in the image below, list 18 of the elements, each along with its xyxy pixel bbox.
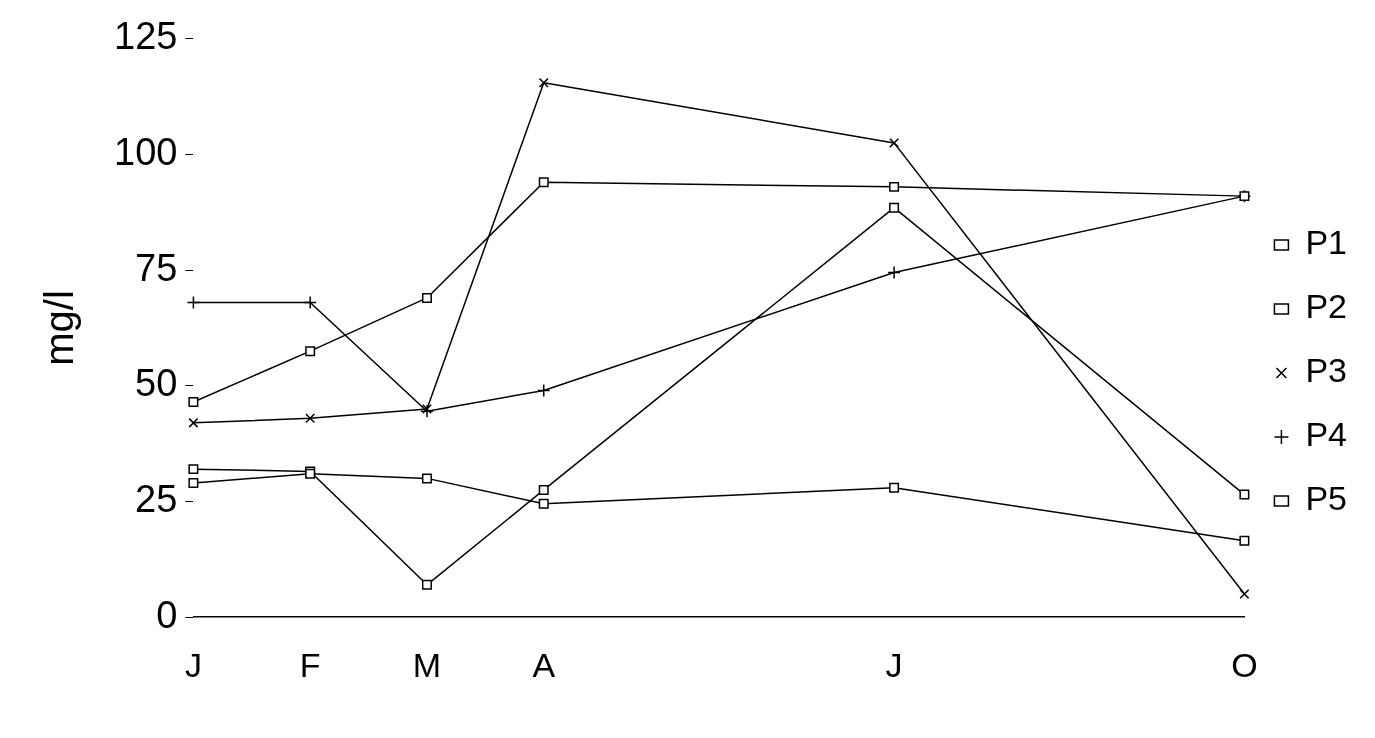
y-tick-label: 50 <box>135 362 178 405</box>
x-tick-label: F <box>299 645 321 684</box>
x-tick-label: M <box>412 645 442 684</box>
y-tick-label: 25 <box>135 478 178 520</box>
y-tick-label: 0 <box>156 593 178 636</box>
legend-label: P5 <box>1305 479 1348 518</box>
x-tick-label: O <box>1231 645 1258 684</box>
legend-label: P2 <box>1305 287 1348 326</box>
x-tick-label: J <box>184 645 202 684</box>
x-tick-label: A <box>532 645 556 684</box>
y-tick-label: 125 <box>114 15 178 58</box>
y-tick-label: 100 <box>114 130 178 173</box>
legend-label: P1 <box>1305 223 1348 262</box>
x-tick-label: J <box>885 645 903 684</box>
legend-label: P4 <box>1305 415 1348 454</box>
legend-label: P3 <box>1305 351 1348 390</box>
y-axis-title: mg/l <box>37 290 82 366</box>
y-tick-label: 75 <box>135 246 178 289</box>
